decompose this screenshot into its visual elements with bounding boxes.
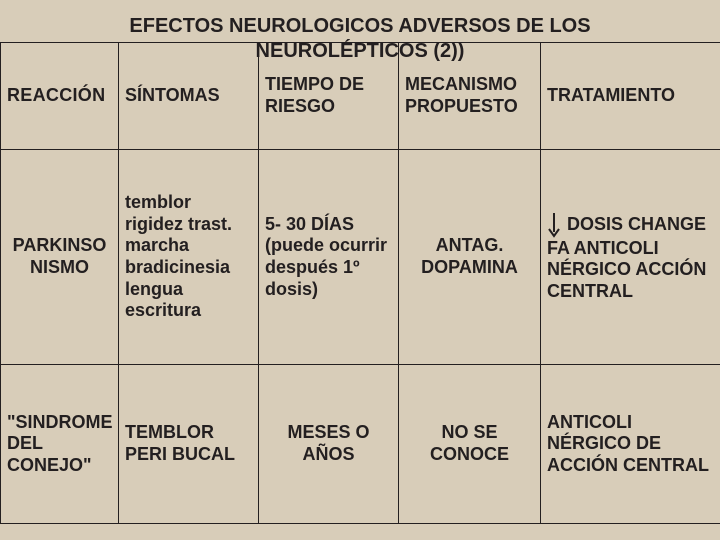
cell-sintomas: TEMBLOR PERI BUCAL	[119, 365, 259, 524]
table-row: PARKINSO NISMO temblor rigidez trast. ma…	[1, 150, 720, 365]
title-line1: EFECTOS NEUROLOGICOS ADVERSOS DE LOS	[129, 15, 590, 37]
cell-mecanismo: ANTAG. DOPAMINA	[399, 150, 541, 365]
cell-tratamiento-text: ANTICOLI NÉRGICO DE ACCIÓN CENTRAL	[547, 412, 709, 475]
slide: { "colors": { "background": "#d8cdb9", "…	[0, 0, 720, 540]
table-row: "SINDROME DEL CONEJO" TEMBLOR PERI BUCAL…	[1, 365, 720, 524]
cell-mecanismo: NO SE CONOCE	[399, 365, 541, 524]
cell-reaccion: PARKINSO NISMO	[1, 150, 119, 365]
effects-table: REACCIÓN SÍNTOMAS TIEMPO DE RIESGO MECAN…	[0, 42, 720, 524]
slide-title: EFECTOS NEUROLOGICOS ADVERSOS DE LOS NEU…	[0, 14, 720, 64]
down-arrow-icon	[547, 212, 561, 238]
cell-tratamiento-text: DOSIS CHANGE FA ANTICOLI NÉRGICO ACCIÓN …	[547, 213, 706, 300]
cell-tratamiento: DOSIS CHANGE FA ANTICOLI NÉRGICO ACCIÓN …	[541, 150, 720, 365]
cell-sintomas: temblor rigidez trast. marcha bradicines…	[119, 150, 259, 365]
cell-tiempo: MESES O AÑOS	[259, 365, 399, 524]
cell-reaccion: "SINDROME DEL CONEJO"	[1, 365, 119, 524]
title-line2: NEUROLÉPTICOS (2))	[256, 40, 465, 62]
cell-tiempo: 5- 30 DÍAS (puede ocurrir después 1º dos…	[259, 150, 399, 365]
cell-tratamiento: ANTICOLI NÉRGICO DE ACCIÓN CENTRAL	[541, 365, 720, 524]
